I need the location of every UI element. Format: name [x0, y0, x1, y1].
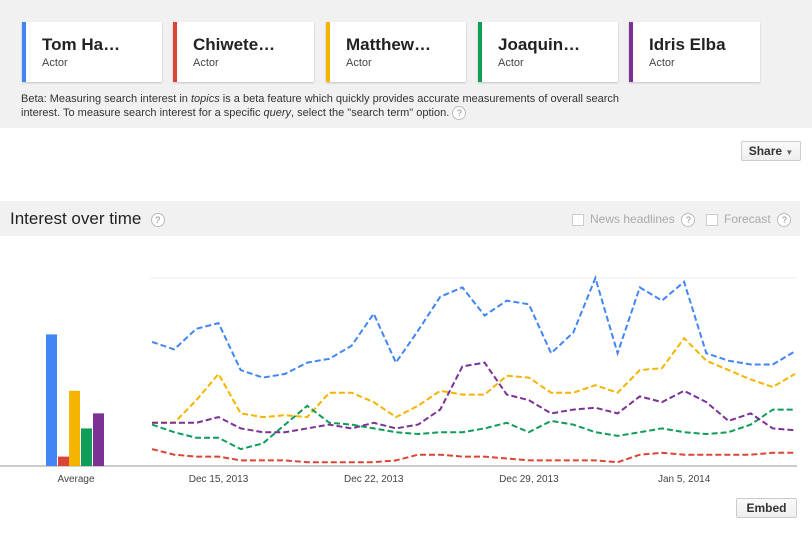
help-icon[interactable]: ? — [777, 212, 792, 227]
text: interest. To measure search interest for… — [21, 107, 264, 119]
entity-type: Actor — [193, 57, 219, 69]
entity-panel: Beta: Measuring search interest in topic… — [0, 0, 812, 128]
text: query — [263, 107, 292, 119]
entity-card[interactable]: Joaquin… Actor — [478, 22, 618, 82]
average-bar — [93, 413, 104, 466]
entity-type: Actor — [498, 57, 524, 69]
entity-name: Joaquin… — [498, 35, 581, 54]
entity-type: Actor — [649, 57, 675, 69]
series-line — [151, 404, 795, 451]
entity-type: Actor — [346, 57, 372, 69]
option[interactable]: News headlines ? — [572, 212, 696, 227]
label: Share — [748, 144, 783, 158]
average-bar — [46, 334, 57, 466]
option[interactable]: Forecast ? — [706, 212, 792, 227]
text: , select the "search term" option. — [291, 107, 450, 119]
text: Beta: Measuring search interest in — [21, 93, 191, 105]
series-line — [151, 448, 795, 464]
series-line — [151, 274, 796, 379]
entity-name: Idris Elba — [649, 35, 726, 54]
embed-button[interactable]: Embed — [736, 498, 797, 518]
series-line — [152, 336, 796, 424]
entity-name: Tom Ha… — [42, 35, 121, 54]
text: is a beta feature which quickly provides… — [219, 93, 619, 105]
x-tick-label: Jan 5, 2014 — [658, 474, 711, 485]
entity-type: Actor — [42, 57, 68, 69]
average-label: Average — [57, 474, 95, 485]
series-line — [152, 361, 796, 434]
text: Forecast — [724, 212, 771, 226]
share-button[interactable]: Share ▼ — [741, 141, 801, 161]
text: News headlines — [590, 212, 675, 226]
x-tick-label: Dec 29, 2013 — [499, 474, 559, 485]
panel-title: Interest over time ? — [10, 209, 165, 229]
average-bar — [69, 390, 80, 466]
text: Interest over time — [10, 209, 142, 228]
beta-note: Beta: Measuring search interest in topic… — [21, 92, 641, 121]
chart: Average Dec 15, 2013 Dec 22, 2013 Dec 29, 2… — [0, 274, 797, 485]
entity-card[interactable]: Tom Ha… Actor — [22, 22, 162, 82]
average-bar — [81, 428, 92, 466]
x-tick-label: Dec 22, 2013 — [344, 474, 404, 485]
label: Embed — [746, 501, 787, 515]
help-icon[interactable]: ? — [681, 212, 696, 227]
entity-card[interactable]: Matthew… Actor — [326, 22, 466, 82]
entity-card[interactable]: Chiwete… Actor — [173, 22, 314, 82]
text: topics — [190, 93, 220, 105]
x-tick-label: Dec 15, 2013 — [189, 474, 249, 485]
checkbox[interactable] — [706, 213, 718, 226]
help-icon[interactable]: ? — [150, 212, 165, 227]
panel-header: Interest over time ? News headlines ? Fo… — [0, 201, 800, 236]
average-bar — [58, 456, 69, 466]
checkbox[interactable] — [572, 213, 584, 226]
entity-name: Chiwete… — [193, 35, 276, 54]
entity-name: Matthew… — [346, 35, 431, 54]
entity-card[interactable]: Idris Elba Actor — [629, 22, 760, 82]
help-icon[interactable]: ? — [452, 106, 467, 121]
